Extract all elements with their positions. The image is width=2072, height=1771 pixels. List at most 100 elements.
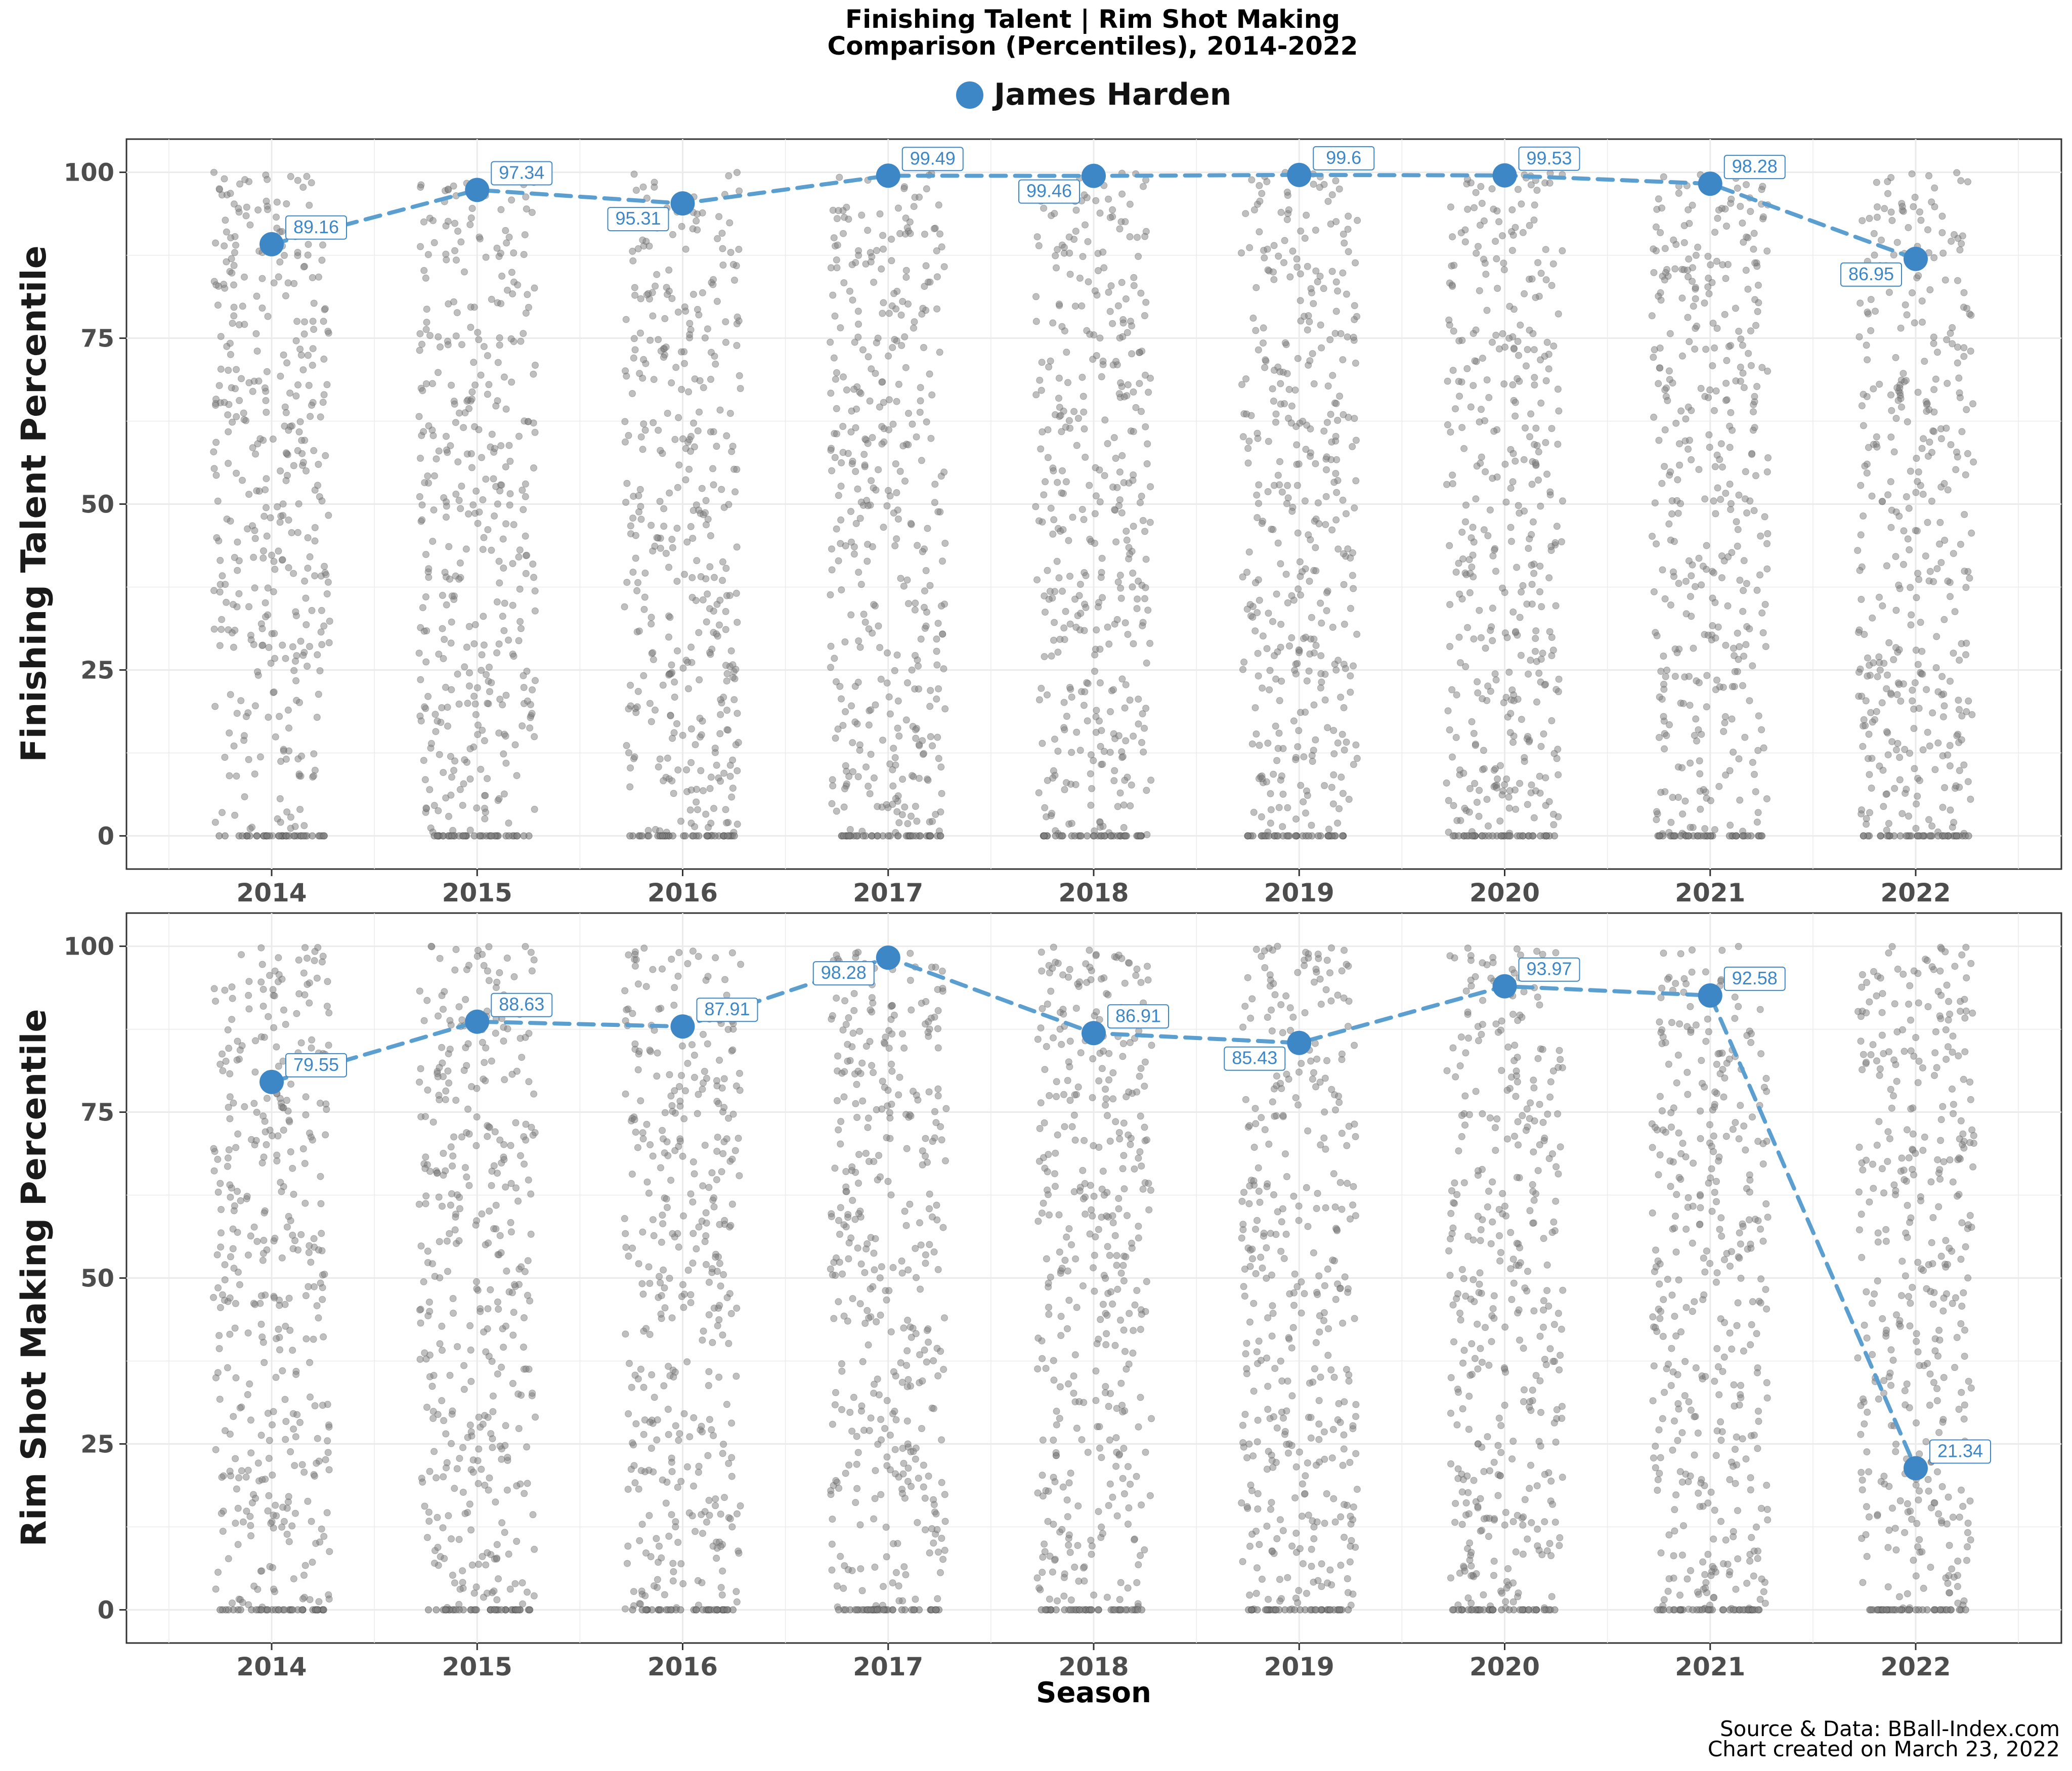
league-dot (1340, 704, 1348, 711)
league-dot (464, 1040, 472, 1048)
league-dot (885, 426, 892, 434)
league-dot (645, 1512, 653, 1519)
league-dot (1558, 538, 1565, 545)
league-dot (485, 977, 493, 984)
league-dot (1874, 673, 1881, 680)
league-dot (214, 1569, 222, 1576)
league-dot (1528, 581, 1536, 588)
league-dot (309, 318, 317, 325)
league-dot (885, 352, 892, 360)
league-dot (1069, 513, 1076, 521)
league-dot (486, 664, 493, 671)
league-dot (1092, 197, 1100, 204)
league-dot (426, 786, 434, 793)
league-dot (1255, 346, 1262, 354)
league-dot (1864, 672, 1871, 680)
league-dot (1685, 273, 1692, 281)
league-dot (1063, 349, 1070, 356)
league-dot (1314, 278, 1321, 285)
league-dot (1448, 686, 1456, 694)
league-dot (481, 815, 489, 823)
league-dot (488, 430, 496, 438)
league-dot (1726, 444, 1734, 451)
league-dot (884, 832, 892, 840)
league-dot (500, 627, 508, 634)
league-dot (1318, 678, 1325, 686)
league-dot (517, 625, 525, 632)
league-dot (297, 1039, 305, 1047)
league-dot (1303, 421, 1311, 429)
league-dot (510, 973, 518, 980)
league-dot (285, 1116, 293, 1124)
league-dot (1651, 346, 1658, 354)
league-dot (311, 537, 319, 545)
league-dot (668, 295, 676, 303)
league-dot (257, 1432, 265, 1439)
league-dot (1716, 456, 1723, 463)
league-dot (459, 802, 466, 809)
league-dot (1269, 618, 1276, 625)
league-dot (1455, 559, 1462, 567)
league-dot (450, 767, 458, 774)
league-dot (1694, 243, 1702, 251)
league-dot (1238, 249, 1245, 256)
league-dot (1532, 627, 1540, 635)
league-dot (1326, 336, 1334, 343)
league-dot (715, 213, 723, 221)
league-dot (218, 1206, 225, 1213)
league-dot (905, 600, 912, 608)
league-dot (1032, 293, 1040, 300)
league-dot (1107, 708, 1114, 715)
league-dot (1317, 684, 1324, 692)
league-dot (1086, 330, 1094, 338)
league-dot (1954, 359, 1961, 367)
league-dot (1141, 528, 1149, 535)
league-dot (280, 1006, 287, 1014)
league-dot (479, 546, 487, 553)
league-dot (212, 402, 220, 409)
league-dot (309, 274, 316, 281)
league-dot (289, 1231, 296, 1239)
league-dot (1332, 433, 1340, 440)
league-dot (449, 1407, 456, 1415)
league-dot (1303, 677, 1311, 685)
league-dot (292, 337, 300, 344)
league-dot (1282, 571, 1290, 578)
league-dot (897, 311, 905, 319)
league-dot (1099, 760, 1106, 768)
league-dot (1547, 543, 1555, 550)
league-dot (641, 593, 649, 601)
league-dot (223, 228, 230, 236)
league-dot (249, 387, 256, 395)
league-dot (305, 1249, 313, 1257)
league-dot (1518, 716, 1525, 723)
league-dot (1058, 428, 1065, 436)
league-dot (294, 447, 301, 454)
league-dot (718, 1591, 726, 1599)
league-dot (302, 1093, 310, 1101)
league-dot (1887, 524, 1895, 531)
league-dot (251, 702, 259, 710)
league-dot (729, 261, 737, 268)
data-label: 86.95 (1840, 262, 1902, 287)
league-dot (1470, 729, 1478, 737)
league-dot (1113, 616, 1121, 623)
league-dot (1956, 389, 1963, 397)
league-dot (937, 763, 945, 771)
league-dot (1751, 770, 1758, 778)
player-point (1904, 246, 1928, 271)
league-dot (478, 1465, 485, 1473)
league-dot (1512, 805, 1520, 813)
league-dot (1869, 718, 1876, 726)
league-dot (927, 687, 934, 694)
league-dot (1900, 527, 1908, 535)
league-dot (1941, 537, 1949, 544)
league-dot (1350, 761, 1357, 768)
league-dot (735, 245, 743, 253)
league-dot (448, 1440, 455, 1447)
league-dot (1297, 227, 1305, 235)
league-dot (314, 482, 321, 489)
league-dot (294, 381, 301, 388)
league-dot (1865, 755, 1872, 762)
league-dot (423, 997, 431, 1004)
